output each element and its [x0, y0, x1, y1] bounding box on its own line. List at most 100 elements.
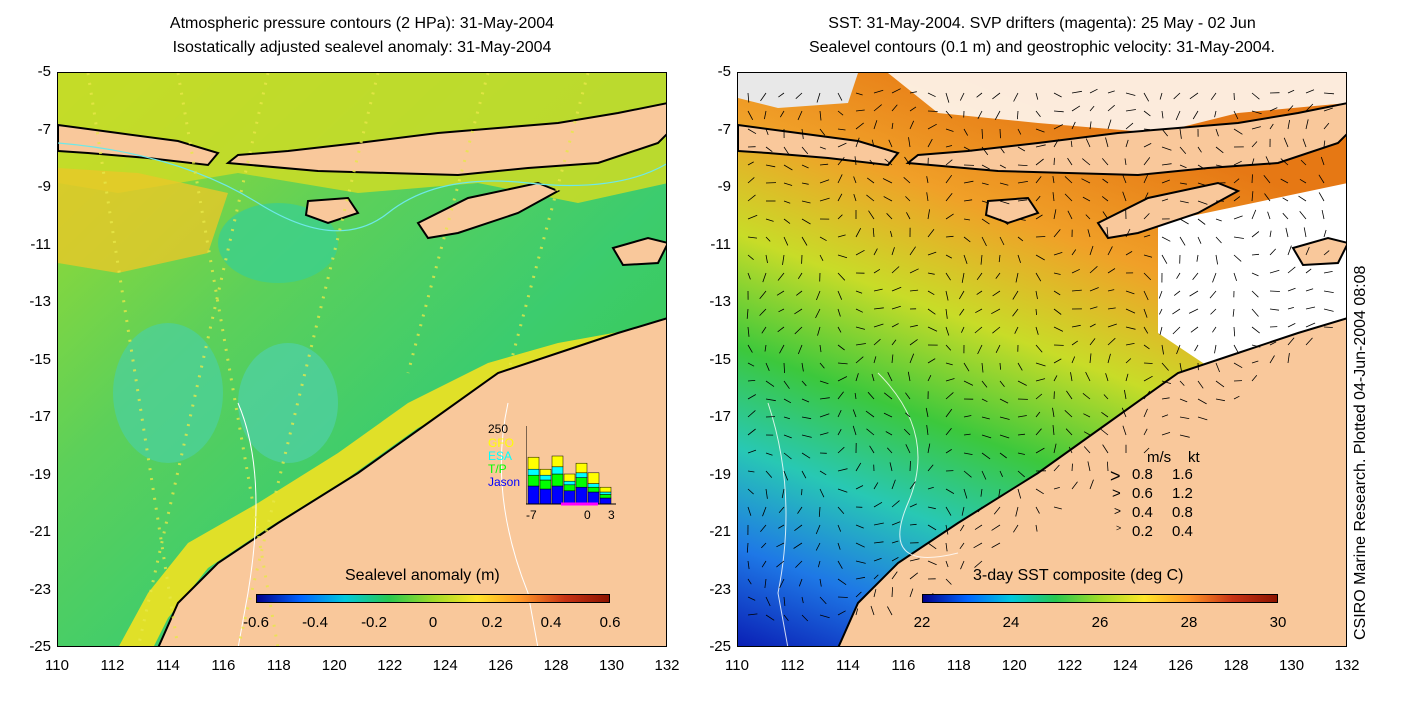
velocity-arrow: [1251, 308, 1259, 317]
velocity-arrow: [1214, 344, 1217, 354]
colorbar-tick-label: -0.2: [361, 614, 387, 631]
velocity-arrow: [873, 323, 884, 328]
x-tick-label: 114: [155, 657, 180, 674]
velocity-arrow: [1064, 193, 1073, 202]
colorbar-tick-label: 0.2: [481, 614, 503, 631]
velocity-arrow: [1179, 164, 1187, 169]
velocity-arrow: [1159, 308, 1163, 315]
velocity-legend-kt: 0.8: [1172, 504, 1193, 521]
x-tick-label: 128: [1223, 657, 1249, 674]
velocity-arrow: [1251, 158, 1255, 166]
velocity-arrow: [1269, 290, 1280, 292]
velocity-arrow: [1106, 227, 1109, 238]
velocity-arrow: [776, 542, 785, 548]
velocity-arrow: [1035, 272, 1042, 282]
velocity-arrow: [945, 378, 955, 382]
velocity-arrow: [1035, 195, 1041, 202]
y-tick-label: -15: [709, 350, 731, 368]
velocity-arrow: [981, 182, 989, 186]
velocity-arrow: [837, 157, 845, 166]
velocity-arrow: [1321, 210, 1325, 220]
velocity-arrow: [794, 308, 803, 315]
histogram-x-tick: -7: [526, 508, 537, 522]
velocity-arrow: [1233, 128, 1243, 135]
velocity-arrow: [891, 521, 901, 526]
velocity-arrow: [999, 416, 1010, 420]
velocity-arrow: [776, 290, 785, 296]
velocity-arrow: [779, 578, 785, 589]
colorbar-tick-label: -0.4: [302, 614, 328, 631]
velocity-arrow: [1053, 326, 1064, 332]
velocity-arrow: [1173, 92, 1181, 100]
velocity-arrow: [1161, 432, 1171, 436]
velocity-arrow: [1269, 230, 1272, 238]
velocity-arrow: [905, 444, 911, 454]
velocity-arrow: [1143, 390, 1151, 400]
velocity-arrow: [1143, 254, 1153, 258]
velocity-arrow: [1194, 344, 1199, 352]
velocity-arrow: [783, 218, 791, 224]
velocity-arrow: [1071, 481, 1078, 490]
velocity-arrow: [1071, 268, 1080, 274]
velocity-arrow: [908, 137, 911, 148]
velocity-arrow: [1269, 341, 1277, 346]
velocity-arrow: [1197, 200, 1208, 205]
velocity-arrow: [981, 146, 989, 156]
velocity-arrow: [981, 380, 988, 388]
velocity-arrow: [1233, 178, 1240, 184]
velocity-arrow: [891, 557, 899, 562]
colorbar-tick-label: 30: [1269, 614, 1287, 631]
velocity-arrow: [1323, 326, 1333, 328]
velocity-arrow: [778, 506, 785, 513]
velocity-arrow: [801, 380, 807, 387]
velocity-arrow: [1251, 174, 1253, 184]
velocity-arrow: [963, 254, 968, 265]
velocity-arrow: [1064, 410, 1073, 418]
velocity-arrow: [1305, 322, 1316, 328]
velocity-arrow: [1215, 128, 1219, 137]
velocity-arrow: [909, 246, 916, 256]
velocity-arrow: [945, 192, 953, 202]
velocity-arrow: [747, 194, 756, 202]
velocity-arrow: [999, 164, 1006, 169]
velocity-arrow: [1159, 326, 1163, 335]
velocity-arrow: [905, 412, 911, 418]
velocity-arrow: [981, 200, 990, 204]
velocity-arrow: [995, 344, 1001, 353]
velocity-arrow: [883, 412, 893, 418]
velocity-arrow: [747, 362, 755, 367]
velocity-arrow: [1035, 326, 1039, 335]
velocity-arrow: [869, 445, 875, 454]
velocity-arrow: [1035, 110, 1041, 117]
velocity-arrow: [801, 452, 811, 459]
velocity-arrow: [1071, 324, 1081, 328]
velocity-arrow: [1053, 229, 1061, 238]
velocity-arrow: [855, 576, 866, 580]
velocity-arrow: [909, 268, 919, 274]
velocity-arrow: [866, 194, 875, 202]
velocity-arrow: [837, 578, 847, 586]
histogram-bar-segment: [563, 490, 576, 505]
velocity-arrow: [1179, 416, 1190, 419]
velocity-arrow: [759, 290, 767, 300]
velocity-arrow: [1089, 121, 1092, 130]
velocity-arrow: [819, 596, 827, 605]
velocity-arrow: [1269, 308, 1280, 311]
velocity-arrow: [1143, 234, 1151, 238]
pressure-contour: [237, 402, 257, 646]
velocity-arrow: [1071, 356, 1076, 364]
low-anomaly-patch: [238, 343, 338, 463]
velocity-arrow: [855, 485, 864, 490]
velocity-arrow: [801, 362, 804, 372]
velocity-arrow: [891, 88, 901, 94]
histogram-bar-segment: [527, 474, 540, 487]
velocity-arrow: [818, 506, 821, 517]
velocity-arrow: [891, 104, 898, 112]
velocity-arrow: [798, 578, 803, 587]
timor-island: [416, 181, 561, 240]
lesser-sunda-islands: [905, 102, 1346, 177]
velocity-arrow: [991, 524, 1001, 531]
velocity-arrow: [777, 326, 785, 333]
velocity-arrow: [747, 578, 752, 585]
velocity-arrow: [794, 524, 803, 532]
